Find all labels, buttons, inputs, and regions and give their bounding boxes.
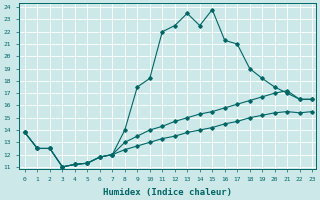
X-axis label: Humidex (Indice chaleur): Humidex (Indice chaleur) — [103, 188, 232, 197]
